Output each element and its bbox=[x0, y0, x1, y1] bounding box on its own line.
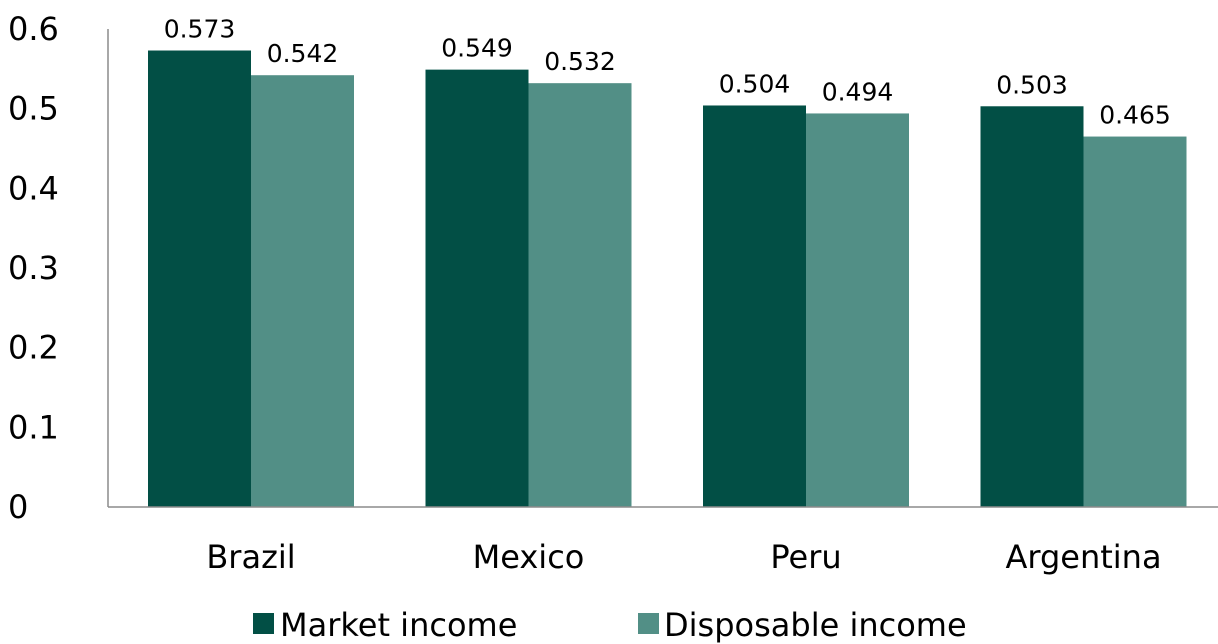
x-axis: Brazil Mexico Peru Argentina bbox=[108, 506, 1218, 576]
data-label: 0.504 bbox=[719, 69, 791, 98]
y-tick-label: 0.6 bbox=[8, 10, 59, 48]
data-label: 0.503 bbox=[996, 70, 1068, 99]
data-label: 0.549 bbox=[441, 34, 513, 63]
y-axis: 0 0.1 0.2 0.3 0.4 0.5 0.6 bbox=[8, 10, 109, 526]
data-labels: 0.573 0.542 0.549 0.532 0.504 0.494 0.503 0.465 bbox=[164, 15, 1171, 130]
data-label: 0.573 bbox=[164, 15, 236, 44]
y-tick-label: 0 bbox=[8, 488, 28, 526]
data-label: 0.532 bbox=[544, 47, 616, 76]
bar-argentina-disposable-income bbox=[1083, 136, 1187, 508]
y-tick-label: 0.3 bbox=[8, 249, 59, 287]
legend-swatch bbox=[638, 613, 659, 634]
x-category-label: Brazil bbox=[206, 538, 295, 576]
legend: Market income Disposable income bbox=[253, 606, 967, 644]
bar-brazil-disposable-income bbox=[251, 75, 354, 507]
bar-mexico-disposable-income bbox=[528, 83, 632, 507]
bar-mexico-market-income bbox=[425, 69, 529, 507]
y-tick-label: 0.5 bbox=[8, 90, 59, 128]
data-label: 0.465 bbox=[1099, 101, 1171, 130]
legend-swatch bbox=[253, 613, 274, 634]
bar-brazil-market-income bbox=[148, 50, 251, 507]
data-label: 0.542 bbox=[267, 39, 339, 68]
bars bbox=[148, 50, 1187, 508]
data-label: 0.494 bbox=[822, 77, 894, 106]
legend-label: Disposable income bbox=[664, 606, 967, 644]
x-category-label: Mexico bbox=[473, 538, 585, 576]
bar-peru-disposable-income bbox=[806, 113, 909, 508]
bar-peru-market-income bbox=[703, 105, 806, 507]
y-tick-label: 0.2 bbox=[8, 329, 59, 367]
y-tick-label: 0.4 bbox=[8, 169, 59, 207]
x-category-label: Peru bbox=[770, 538, 841, 576]
bar-argentina-market-income bbox=[980, 106, 1084, 507]
legend-label: Market income bbox=[280, 606, 517, 644]
x-category-label: Argentina bbox=[1005, 538, 1161, 576]
y-tick-label: 0.1 bbox=[8, 408, 59, 446]
